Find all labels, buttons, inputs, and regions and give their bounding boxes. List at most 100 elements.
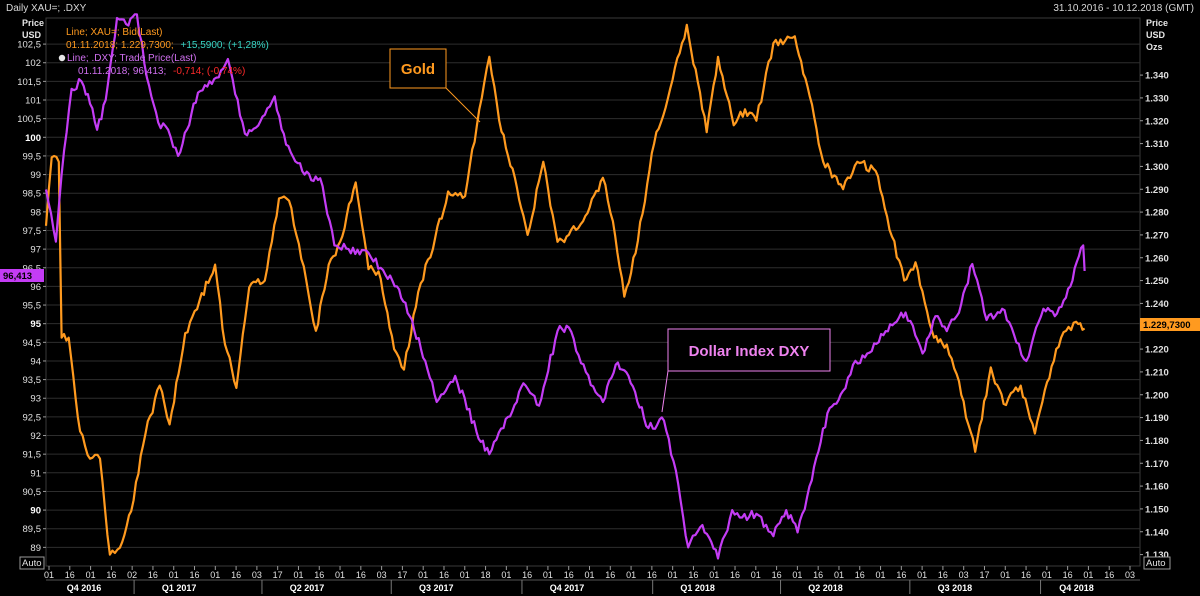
left-axis-title-line1: Price (22, 18, 44, 28)
quarter-label: Q4 2016 (67, 583, 102, 593)
x-day-tick-label: 16 (647, 570, 657, 580)
left-axis-title-line2: USD (22, 30, 42, 40)
legend-toggle-icon[interactable] (58, 54, 66, 62)
x-day-tick-label: 17 (397, 570, 407, 580)
x-day-tick-label: 01 (335, 570, 345, 580)
x-day-tick-label: 16 (1021, 570, 1031, 580)
right-tick-label: 1.210 (1145, 367, 1169, 378)
left-auto-button[interactable]: Auto (19, 556, 45, 570)
x-day-tick-label: 16 (772, 570, 782, 580)
quarter-label: Q2 2018 (808, 583, 843, 593)
left-tick-label: 93 (30, 394, 41, 405)
right-tick-label: 1.190 (1145, 413, 1169, 424)
x-day-tick-label: 16 (439, 570, 449, 580)
left-tick-label: 91,5 (23, 450, 42, 461)
gold-series-line (44, 23, 1086, 556)
quarter-label: Q3 2018 (938, 583, 973, 593)
legend-gold-series: Line; XAU=; Bid(Last) (66, 27, 162, 38)
dxy-callout-box (667, 328, 831, 372)
right-auto-label[interactable]: Auto (1146, 558, 1166, 569)
right-tick-label: 1.310 (1145, 139, 1169, 150)
right-auto-button-frame[interactable] (1143, 556, 1171, 570)
x-day-tick-label: 03 (1125, 570, 1135, 580)
dxy-callout: Dollar Index DXY (661, 328, 831, 413)
left-tick-label: 100 (25, 133, 41, 144)
gold-callout-label: Gold (401, 61, 435, 78)
left-auto-label[interactable]: Auto (22, 558, 42, 569)
x-day-tick-label: 16 (688, 570, 698, 580)
left-tick-label: 96 (30, 282, 41, 293)
x-day-tick-label: 03 (377, 570, 387, 580)
x-day-tick-label: 03 (959, 570, 969, 580)
left-auto-button-frame[interactable] (19, 556, 45, 570)
x-day-tick-label: 01 (584, 570, 594, 580)
quarter-label: Q3 2017 (419, 583, 454, 593)
x-day-tick-label: 01 (1083, 570, 1093, 580)
x-day-tick-label: 03 (252, 570, 262, 580)
left-tick-label: 100,5 (17, 114, 41, 125)
series-layer (44, 13, 1086, 560)
right-tick-label: 1.260 (1145, 253, 1169, 264)
x-axis: 01 16 01 16 02 16 01 16 01 16 03 17 01 16 01 16 03 17 01 16… (44, 566, 1140, 594)
x-day-tick-label: 16 (65, 570, 75, 580)
grid-lines (46, 43, 1140, 548)
left-tick-label: 101 (25, 96, 41, 107)
legend-gold-change: +15,5900; (+1,28%) (180, 40, 268, 51)
legend-gold-date-value: 01.11.2018; 1.229,7300; (66, 40, 174, 51)
legend-gold-values: 01.11.2018; 1.229,7300; +15,5900; (+1,28… (66, 40, 269, 51)
x-day-tick-label: 01 (751, 570, 761, 580)
right-tick-label: 1.340 (1145, 71, 1169, 82)
quarter-label: Q4 2017 (550, 583, 585, 593)
gold-callout: Gold (389, 48, 481, 123)
left-tick-label: 97 (30, 245, 41, 256)
x-day-tick-label: 16 (1104, 570, 1114, 580)
right-tick-label: 1.220 (1145, 345, 1169, 356)
x-day-tick-label: 16 (148, 570, 158, 580)
right-tick-label: 1.140 (1145, 527, 1169, 538)
left-tick-label: 99,5 (23, 151, 42, 162)
legend-dxy-date-value: 01.11.2018; 96,413; (78, 66, 166, 77)
date-range: 31.10.2016 - 10.12.2018 (GMT) (1053, 3, 1194, 14)
left-tick-label: 98 (30, 207, 41, 218)
quarter-label: Q4 2018 (1059, 583, 1094, 593)
x-day-tick-label: 16 (605, 570, 615, 580)
dxy-last-value-text: 96,413 (3, 271, 32, 282)
right-tick-label: 1.160 (1145, 482, 1169, 493)
x-day-tick-label: 01 (668, 570, 678, 580)
x-day-tick-label: 01 (418, 570, 428, 580)
dxy-callout-label: Dollar Index DXY (689, 343, 810, 360)
left-tick-label: 94 (30, 356, 41, 367)
right-tick-label: 1.130 (1145, 550, 1169, 561)
x-day-tick-label: 01 (210, 570, 220, 580)
right-tick-label: 1.180 (1145, 436, 1169, 447)
plot-area (45, 17, 1141, 567)
left-tick-label: 95 (30, 319, 41, 330)
x-day-tick-label: 16 (314, 570, 324, 580)
x-day-tick-label: 16 (522, 570, 532, 580)
chart-title: Daily XAU=; .DXY (6, 3, 87, 14)
left-tick-label: 94,5 (23, 338, 42, 349)
x-day-tick-label: 01 (834, 570, 844, 580)
dxy-callout-leader (661, 370, 669, 413)
x-day-tick-label: 01 (543, 570, 553, 580)
left-tick-label: 99 (30, 170, 41, 181)
left-tick-label: 98,5 (23, 189, 42, 200)
left-tick-label: 91 (30, 468, 41, 479)
x-day-tick-label: 16 (813, 570, 823, 580)
right-tick-label: 1.270 (1145, 230, 1169, 241)
left-tick-label: 97,5 (23, 226, 42, 237)
left-axis: 89 89,5 90 90,5 91 91,5 92 92,5 93 93,5 94 94,5 95 95… (17, 40, 46, 554)
right-axis-title-line2: USD (1146, 30, 1166, 40)
right-tick-label: 1.170 (1145, 459, 1169, 470)
legend-dxy-change: -0,714; (-0,74%) (173, 66, 245, 77)
right-auto-button[interactable]: Auto (1143, 556, 1171, 570)
x-day-tick-label: 01 (1042, 570, 1052, 580)
legend-dxy-series: Line; .DXY; Trade Price(Last) (67, 53, 196, 64)
x-day-tick-label: 16 (1063, 570, 1073, 580)
left-tick-label: 96,5 (23, 263, 42, 274)
dxy-last-value-bg (0, 269, 44, 282)
x-day-tick-label: 16 (231, 570, 241, 580)
left-tick-label: 89,5 (23, 524, 42, 535)
x-day-tick-label: 01 (792, 570, 802, 580)
